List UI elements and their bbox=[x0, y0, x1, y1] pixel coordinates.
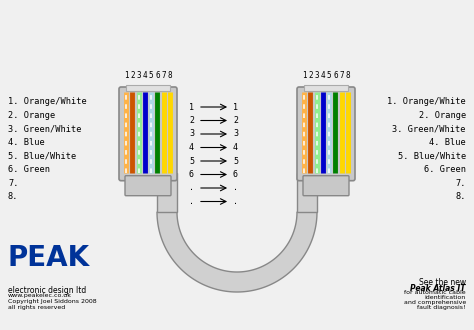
Text: 2: 2 bbox=[130, 71, 135, 80]
Text: 7: 7 bbox=[162, 71, 166, 80]
Text: Copyright Joel Siddons 2008: Copyright Joel Siddons 2008 bbox=[8, 299, 97, 304]
Text: See the new: See the new bbox=[419, 278, 466, 287]
Text: 5: 5 bbox=[149, 71, 154, 80]
Text: 1: 1 bbox=[301, 71, 306, 80]
Text: 3: 3 bbox=[189, 129, 194, 139]
Text: for automatic cable: for automatic cable bbox=[404, 290, 466, 295]
Text: 4. Blue: 4. Blue bbox=[429, 138, 466, 147]
Text: .: . bbox=[189, 197, 194, 206]
Text: 2. Orange: 2. Orange bbox=[8, 111, 55, 120]
Text: 1: 1 bbox=[189, 103, 194, 112]
Text: 7.: 7. bbox=[8, 179, 18, 187]
Text: 5: 5 bbox=[233, 156, 238, 166]
Text: 4: 4 bbox=[143, 71, 147, 80]
Text: 6: 6 bbox=[233, 170, 238, 179]
Text: 2: 2 bbox=[233, 116, 238, 125]
Text: 1: 1 bbox=[124, 71, 128, 80]
Text: 4: 4 bbox=[189, 143, 194, 152]
Text: .: . bbox=[189, 183, 194, 192]
Text: 1. Orange/White: 1. Orange/White bbox=[387, 97, 466, 107]
Text: 5. Blue/White: 5. Blue/White bbox=[398, 151, 466, 160]
Bar bbox=[304, 85, 348, 91]
Text: 4. Blue: 4. Blue bbox=[8, 138, 45, 147]
Text: 7: 7 bbox=[339, 71, 344, 80]
Text: 6: 6 bbox=[189, 170, 194, 179]
Text: 3. Green/White: 3. Green/White bbox=[8, 124, 82, 134]
FancyBboxPatch shape bbox=[119, 87, 177, 181]
Text: 8: 8 bbox=[168, 71, 173, 80]
Text: 5. Blue/White: 5. Blue/White bbox=[8, 151, 76, 160]
Text: 4: 4 bbox=[233, 143, 238, 152]
Text: identification: identification bbox=[425, 295, 466, 300]
Text: PEAK: PEAK bbox=[8, 244, 90, 272]
Text: .: . bbox=[233, 183, 238, 192]
Text: all rights reserved: all rights reserved bbox=[8, 305, 65, 310]
Text: 8.: 8. bbox=[456, 192, 466, 201]
Text: and comprehensive: and comprehensive bbox=[404, 300, 466, 305]
Text: 5: 5 bbox=[189, 156, 194, 166]
Text: Peak Atlas IT: Peak Atlas IT bbox=[410, 284, 466, 293]
Text: www.peakelec.co.uk: www.peakelec.co.uk bbox=[8, 293, 72, 298]
Text: 8.: 8. bbox=[8, 192, 18, 201]
Text: 1. Orange/White: 1. Orange/White bbox=[8, 97, 87, 107]
Text: 5: 5 bbox=[327, 71, 331, 80]
Text: 7.: 7. bbox=[456, 179, 466, 187]
FancyBboxPatch shape bbox=[303, 176, 349, 196]
Text: fault diagnosis!: fault diagnosis! bbox=[418, 305, 466, 310]
FancyBboxPatch shape bbox=[125, 176, 171, 196]
Text: 2: 2 bbox=[308, 71, 312, 80]
Text: 6: 6 bbox=[333, 71, 338, 80]
Bar bbox=[157, 173, 177, 212]
Bar bbox=[126, 85, 170, 91]
Text: 6. Green: 6. Green bbox=[8, 165, 50, 174]
Text: 6. Green: 6. Green bbox=[424, 165, 466, 174]
Bar bbox=[297, 173, 317, 212]
Text: 6: 6 bbox=[155, 71, 160, 80]
Text: 3: 3 bbox=[314, 71, 319, 80]
Text: 8: 8 bbox=[346, 71, 350, 80]
Text: 3: 3 bbox=[233, 129, 238, 139]
Text: 2: 2 bbox=[189, 116, 194, 125]
Text: 4: 4 bbox=[320, 71, 325, 80]
Text: 3: 3 bbox=[136, 71, 141, 80]
Text: .: . bbox=[233, 197, 238, 206]
Text: electronic design ltd: electronic design ltd bbox=[8, 286, 86, 295]
Text: 2. Orange: 2. Orange bbox=[419, 111, 466, 120]
Text: 3. Green/White: 3. Green/White bbox=[392, 124, 466, 134]
Text: 1: 1 bbox=[233, 103, 238, 112]
Polygon shape bbox=[157, 212, 317, 292]
FancyBboxPatch shape bbox=[297, 87, 355, 181]
